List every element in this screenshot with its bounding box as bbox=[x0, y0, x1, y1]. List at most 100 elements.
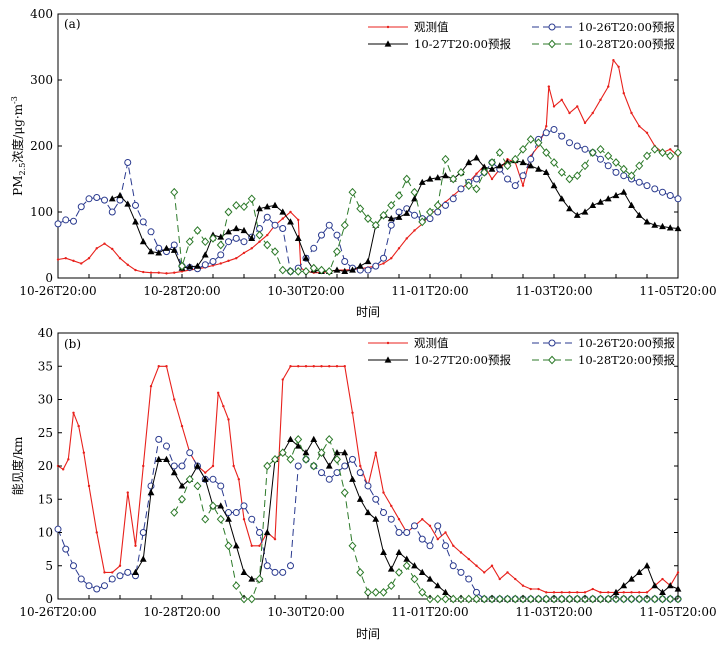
data-point bbox=[387, 201, 396, 210]
series-line bbox=[57, 365, 679, 593]
data-point bbox=[103, 242, 106, 245]
data-point bbox=[591, 111, 594, 115]
data-point bbox=[194, 462, 201, 469]
data-point bbox=[72, 411, 75, 414]
x-tick-label: 11-05T20:00 bbox=[639, 605, 716, 619]
data-point bbox=[442, 201, 449, 209]
data-point bbox=[287, 218, 294, 225]
data-point bbox=[349, 475, 356, 482]
data-point bbox=[542, 168, 550, 175]
data-point bbox=[271, 247, 279, 256]
data-point bbox=[612, 168, 620, 176]
data-point bbox=[560, 591, 563, 594]
data-point bbox=[475, 172, 478, 175]
data-point bbox=[302, 254, 310, 261]
data-point bbox=[560, 98, 563, 102]
data-point bbox=[101, 582, 108, 590]
data-point bbox=[433, 594, 442, 604]
data-point bbox=[157, 271, 160, 274]
legend-label: 10-27T20:00预报 bbox=[414, 37, 511, 51]
data-point bbox=[521, 584, 525, 587]
data-point bbox=[405, 237, 408, 240]
data-point bbox=[607, 85, 610, 88]
data-point bbox=[612, 588, 620, 595]
legend-label: 10-27T20:00预报 bbox=[414, 353, 511, 367]
data-point bbox=[256, 205, 263, 212]
data-point bbox=[382, 491, 385, 494]
data-point bbox=[472, 594, 481, 604]
data-point bbox=[444, 531, 447, 534]
data-point bbox=[349, 455, 356, 463]
data-point bbox=[271, 221, 279, 229]
legend-marker bbox=[384, 40, 392, 47]
series-2 bbox=[108, 154, 682, 274]
data-point bbox=[341, 267, 349, 274]
x-tick-label: 10-26T20:00 bbox=[19, 284, 96, 298]
data-point bbox=[72, 259, 75, 263]
data-point bbox=[271, 568, 279, 576]
data-point bbox=[250, 247, 253, 250]
data-point bbox=[599, 591, 602, 594]
data-point bbox=[356, 204, 365, 214]
data-point bbox=[180, 270, 184, 273]
data-point bbox=[180, 424, 184, 428]
data-point bbox=[557, 594, 566, 604]
data-point bbox=[473, 154, 480, 161]
data-point bbox=[573, 142, 581, 150]
data-point bbox=[157, 365, 160, 368]
data-point bbox=[333, 266, 341, 273]
data-point bbox=[457, 568, 465, 576]
data-point bbox=[317, 265, 326, 275]
data-point bbox=[475, 564, 478, 567]
data-point bbox=[650, 594, 659, 604]
data-point bbox=[201, 251, 209, 258]
y-tick-label: 5 bbox=[45, 559, 53, 573]
data-point bbox=[550, 182, 558, 189]
data-point bbox=[630, 111, 633, 115]
data-point bbox=[134, 268, 137, 272]
data-point bbox=[421, 518, 424, 521]
data-point bbox=[596, 594, 605, 604]
legend-label: 观测值 bbox=[414, 336, 449, 350]
data-point bbox=[552, 105, 556, 108]
data-point bbox=[302, 267, 310, 276]
data-point bbox=[566, 139, 573, 147]
data-point bbox=[490, 177, 494, 181]
data-point bbox=[186, 449, 194, 457]
legend-label: 10-28T20:00预报 bbox=[578, 37, 675, 51]
data-point bbox=[312, 365, 315, 368]
data-point bbox=[185, 474, 194, 484]
y-axis-title-a-main: PM bbox=[11, 175, 25, 195]
data-point bbox=[364, 588, 372, 597]
data-point bbox=[573, 594, 582, 604]
data-point bbox=[464, 594, 473, 604]
y-tick-label: 100 bbox=[30, 205, 53, 219]
data-point bbox=[304, 365, 308, 368]
data-point bbox=[581, 161, 589, 171]
data-point bbox=[297, 218, 300, 222]
data-point bbox=[77, 575, 85, 583]
legend-label: 10-26T20:00预报 bbox=[578, 20, 675, 34]
data-point bbox=[650, 144, 659, 154]
data-point bbox=[263, 203, 271, 210]
series-3 bbox=[170, 435, 682, 604]
data-point bbox=[428, 524, 432, 528]
data-point bbox=[612, 158, 620, 167]
data-point bbox=[317, 448, 326, 458]
y-tick-label: 0 bbox=[45, 592, 53, 606]
data-point bbox=[395, 213, 403, 220]
data-point bbox=[674, 224, 682, 232]
data-point bbox=[240, 202, 248, 212]
data-point bbox=[387, 581, 396, 591]
data-point bbox=[545, 591, 548, 594]
data-point bbox=[418, 568, 426, 575]
data-point bbox=[240, 502, 248, 510]
data-point bbox=[666, 151, 675, 161]
data-point bbox=[620, 582, 628, 589]
legend-label: 10-28T20:00预报 bbox=[578, 353, 675, 367]
data-point bbox=[356, 568, 365, 577]
data-point bbox=[258, 240, 261, 243]
data-point bbox=[325, 267, 334, 276]
data-point bbox=[635, 161, 644, 171]
data-point bbox=[519, 144, 527, 154]
